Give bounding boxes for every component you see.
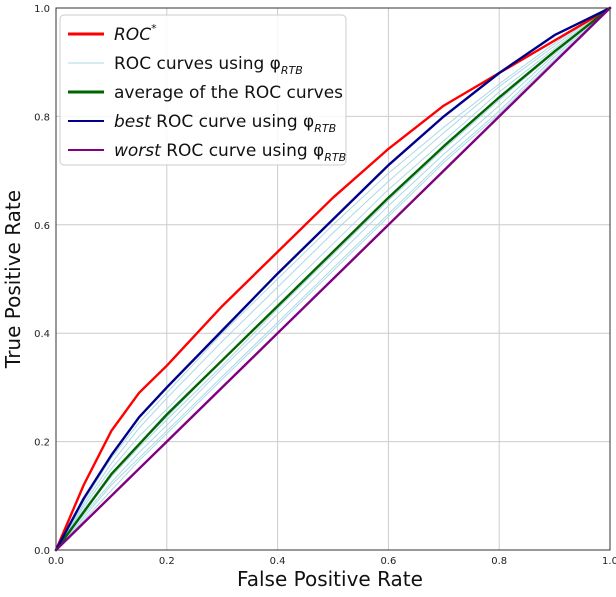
legend-subscript: RTB xyxy=(281,64,303,77)
legend-italic-word: worst xyxy=(114,141,162,161)
x-axis-label: False Positive Rate xyxy=(237,567,423,591)
x-tick-label: 1.0 xyxy=(602,556,616,567)
legend-entry-label: best ROC curve using φRTB xyxy=(114,112,336,135)
legend-entry-label: ROC curves using φRTB xyxy=(114,54,303,77)
y-axis-label: True Positive Rate xyxy=(1,190,25,369)
legend-text: average of the ROC curves xyxy=(114,83,343,103)
legend-italic-word: ROC xyxy=(114,25,151,45)
series-layer xyxy=(54,6,612,552)
y-tick-label: 0.0 xyxy=(34,546,50,557)
legend-text: ROC curves using φ xyxy=(114,54,281,74)
legend-text: ROC curve using φ xyxy=(161,141,324,161)
series-line-4 xyxy=(55,7,611,551)
x-tick-label: 0.8 xyxy=(491,556,507,567)
x-tick-label: 0.6 xyxy=(380,556,396,567)
series-line-2 xyxy=(55,7,611,551)
y-tick-label: 0.8 xyxy=(34,112,50,123)
series-line-10 xyxy=(54,6,612,552)
series-line-7 xyxy=(55,7,611,551)
legend-superscript: * xyxy=(151,22,157,35)
legend-text: ROC curve using φ xyxy=(151,112,314,132)
series-line-5 xyxy=(55,7,611,551)
y-tick-label: 0.6 xyxy=(34,221,50,232)
legend-entry-label: worst ROC curve using φRTB xyxy=(114,141,346,164)
series-line-6 xyxy=(55,7,611,551)
series-line-1 xyxy=(55,7,611,551)
legend-entry-label: ROC* xyxy=(114,22,157,45)
y-tick-label: 1.0 xyxy=(34,4,50,15)
x-tick-label: 0.2 xyxy=(159,556,175,567)
y-tick-label: 0.4 xyxy=(34,329,50,340)
legend-subscript: RTB xyxy=(314,122,336,135)
x-tick-label: 0.4 xyxy=(270,556,286,567)
x-tick-label: 0.0 xyxy=(48,556,64,567)
legend-italic-word: best xyxy=(114,112,152,132)
series-line-11 xyxy=(54,6,612,552)
y-tick-label: 0.2 xyxy=(34,438,50,449)
x-tick-labels: 0.0 0.2 0.4 0.6 0.8 1.0 xyxy=(48,556,616,567)
legend-subscript: RTB xyxy=(324,151,346,164)
legend-box xyxy=(59,14,347,166)
legend-entry-label: average of the ROC curves xyxy=(114,83,343,103)
series-line-9 xyxy=(54,6,612,552)
series-line-0 xyxy=(54,6,612,552)
y-tick-labels: 0.0 0.2 0.4 0.6 0.8 1.0 xyxy=(34,4,50,557)
plot-frame xyxy=(55,7,611,551)
